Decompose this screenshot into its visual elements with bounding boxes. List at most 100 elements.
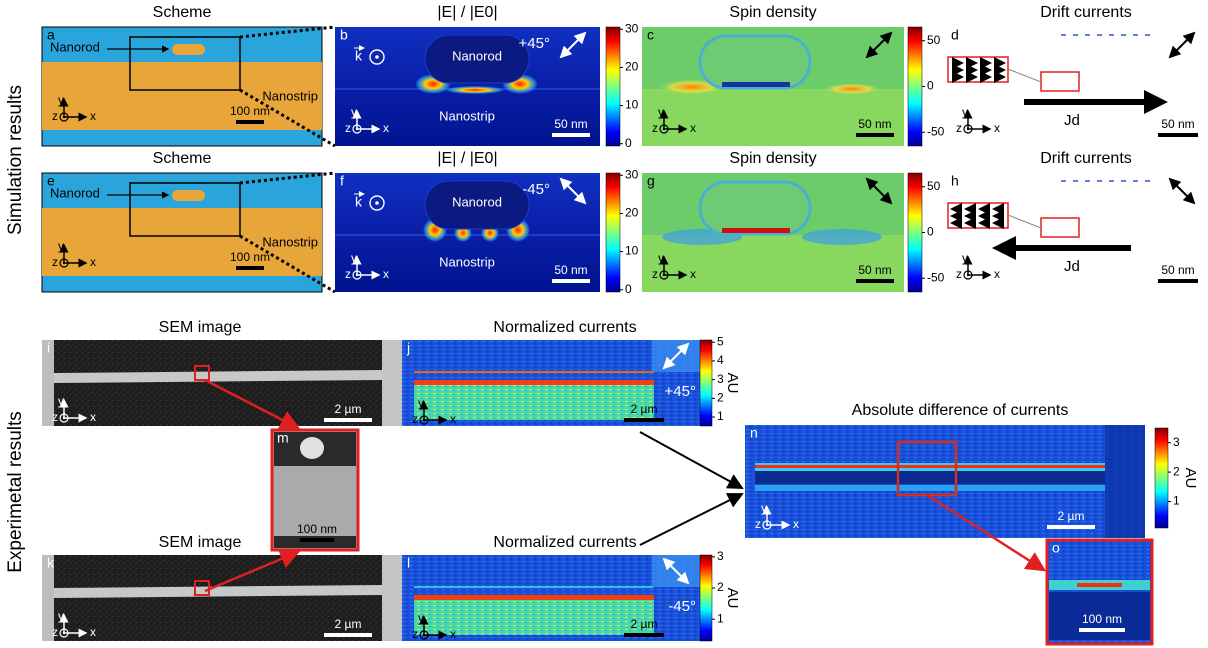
row-label: Simulation results bbox=[5, 85, 26, 235]
polarization-arrow bbox=[1168, 177, 1196, 205]
scale-bar-label: 50 nm bbox=[554, 263, 587, 277]
flow-arrow bbox=[639, 431, 744, 489]
label: Nanostrip bbox=[439, 254, 495, 269]
axis-origin bbox=[422, 633, 426, 637]
axis-origin bbox=[662, 127, 666, 131]
panel-letter: a bbox=[47, 27, 55, 43]
scale-bar bbox=[1158, 279, 1198, 283]
label: Nanorod bbox=[452, 48, 502, 63]
panel-title: SEM image bbox=[159, 534, 242, 551]
axis-origin bbox=[963, 124, 973, 134]
scale-bar bbox=[552, 133, 590, 137]
current-band bbox=[414, 384, 654, 420]
band bbox=[755, 465, 1105, 468]
axis-origin bbox=[422, 418, 426, 422]
panel-letter: i bbox=[47, 340, 50, 356]
axis-origin bbox=[762, 520, 772, 530]
colorbar-tick-label: 1 bbox=[717, 611, 724, 625]
spin-strip bbox=[722, 228, 790, 233]
out-of-plane bbox=[375, 201, 379, 205]
zoom-line bbox=[239, 25, 336, 39]
axis-label: z bbox=[652, 121, 658, 135]
panel-letter: m bbox=[277, 430, 289, 446]
nanostrip bbox=[42, 208, 322, 276]
spin-lobe bbox=[822, 83, 882, 95]
axis-label: y bbox=[418, 611, 424, 625]
colorbar-tick-label: 1 bbox=[1173, 494, 1180, 508]
axis-label: z bbox=[52, 109, 58, 123]
label: Nanorod bbox=[452, 194, 502, 209]
spin-strip bbox=[722, 82, 790, 87]
scale-bar bbox=[624, 418, 664, 422]
flow-arrow bbox=[639, 493, 744, 546]
axis-label: y bbox=[658, 251, 664, 265]
panel-letter: e bbox=[47, 173, 55, 189]
scale-bar-label: 50 nm bbox=[1161, 263, 1194, 277]
axis-origin bbox=[62, 115, 66, 119]
axis-origin bbox=[62, 631, 66, 635]
axis-origin bbox=[419, 415, 429, 425]
band bbox=[755, 471, 1105, 484]
axis-origin bbox=[59, 413, 69, 423]
scale-bar bbox=[856, 279, 894, 283]
axis-origin bbox=[966, 273, 970, 277]
axis-origin bbox=[355, 127, 359, 131]
label: k bbox=[355, 194, 363, 210]
scale-bar-label: 50 nm bbox=[858, 117, 891, 131]
axis-label: x bbox=[450, 627, 456, 641]
electrode bbox=[42, 340, 54, 426]
panel-title: Spin density bbox=[729, 4, 816, 21]
axis-label: x bbox=[90, 625, 96, 639]
axis-origin bbox=[966, 127, 970, 131]
panel-title: Normalized currents bbox=[493, 319, 636, 336]
label: Nanostrip bbox=[262, 88, 318, 103]
label: +45° bbox=[665, 383, 696, 400]
sem-image bbox=[42, 555, 410, 641]
label: Nanorod bbox=[50, 39, 100, 54]
scale-bar bbox=[1047, 525, 1095, 529]
zoom-line bbox=[239, 171, 336, 185]
nanorod bbox=[172, 190, 205, 201]
axis-label: y bbox=[58, 609, 64, 623]
scale-bar bbox=[236, 266, 264, 270]
current-band bbox=[414, 595, 654, 600]
axis-origin bbox=[765, 523, 769, 527]
polarization-arrow bbox=[662, 342, 690, 370]
row-label: Experimetal results bbox=[5, 411, 26, 573]
scale-bar-label: 2 µm bbox=[631, 402, 658, 416]
colorbar-tick-label: 4 bbox=[717, 353, 724, 367]
label: -45° bbox=[522, 181, 550, 198]
axis-origin bbox=[59, 628, 69, 638]
scale-bar bbox=[324, 418, 372, 422]
axis-label: x bbox=[450, 412, 456, 426]
scale-bar bbox=[552, 279, 590, 283]
nanorod bbox=[698, 34, 812, 90]
zoom-arrow bbox=[926, 493, 1047, 572]
zoom-box bbox=[129, 182, 241, 237]
panel-title: Scheme bbox=[153, 4, 212, 21]
zoom-arrow bbox=[204, 378, 301, 430]
out-of-plane bbox=[375, 55, 379, 59]
zoom-line bbox=[239, 88, 336, 148]
scale-bar-label: 100 nm bbox=[297, 522, 337, 536]
axis-origin bbox=[355, 273, 359, 277]
colorbar bbox=[605, 26, 621, 147]
colorbar-tick-label: 10 bbox=[625, 98, 639, 112]
colorbar-tick-label: 20 bbox=[625, 60, 639, 74]
colorbar-tick-label: 2 bbox=[1173, 464, 1180, 478]
colorbar-tick-label: -50 bbox=[927, 270, 945, 284]
current-band bbox=[414, 599, 654, 635]
band bbox=[1077, 583, 1122, 587]
axis-origin bbox=[59, 112, 69, 122]
current-band bbox=[414, 371, 654, 373]
polarization-arrow bbox=[559, 177, 587, 205]
axis-label: z bbox=[52, 410, 58, 424]
scale-bar-label: 100 nm bbox=[1082, 612, 1122, 626]
axis-label: z bbox=[52, 255, 58, 269]
axis-label: z bbox=[52, 625, 58, 639]
axis-origin bbox=[62, 261, 66, 265]
axis-origin bbox=[662, 273, 666, 277]
colorbar-tick-label: 5 bbox=[717, 334, 724, 348]
